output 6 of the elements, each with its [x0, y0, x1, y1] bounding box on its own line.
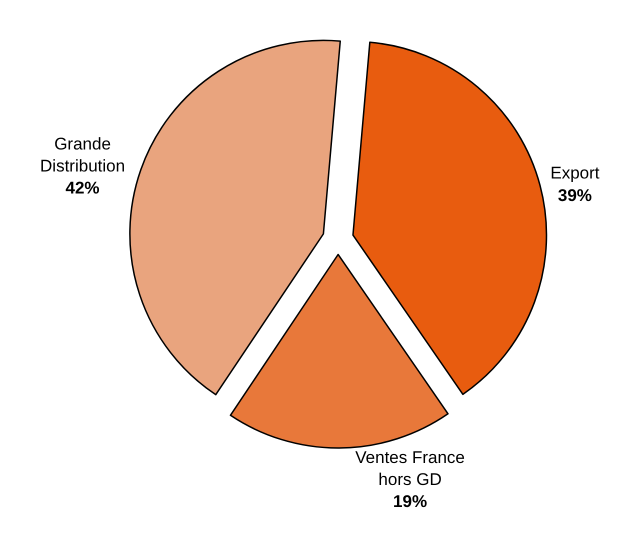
- data-label: 42%: [66, 178, 100, 198]
- slice-label: Grande Distribution: [40, 134, 126, 176]
- slice-label: Ventes France hors GD: [355, 448, 465, 490]
- data-label: 39%: [558, 186, 592, 205]
- slice-label: Export: [550, 164, 600, 183]
- data-label: 19%: [393, 492, 428, 512]
